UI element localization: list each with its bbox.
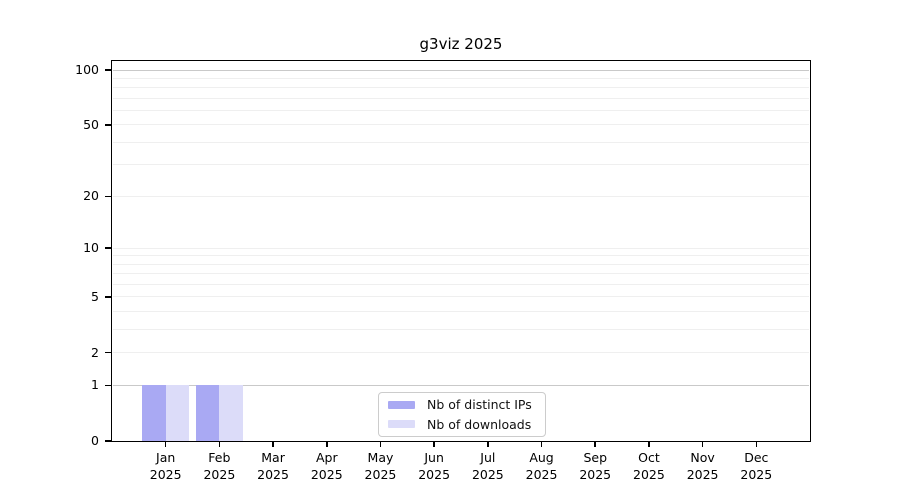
x-tick-label: Sep 2025 xyxy=(563,449,627,483)
gridline-minor xyxy=(113,110,809,112)
x-tick-label: Jun 2025 xyxy=(402,449,466,483)
x-tick-mark xyxy=(755,441,758,447)
legend-label-distinct-ips: Nb of distinct IPs xyxy=(427,397,532,413)
bar-downloads-feb xyxy=(219,385,243,441)
gridline-minor xyxy=(113,164,809,166)
x-tick-label: Jul 2025 xyxy=(456,449,520,483)
y-tick-label: 5 xyxy=(91,288,99,304)
legend-item-downloads: Nb of downloads xyxy=(388,417,536,432)
gridline-minor xyxy=(113,77,809,79)
x-tick-mark xyxy=(433,441,435,447)
gridline-minor xyxy=(113,284,809,286)
y-tick-label: 10 xyxy=(83,240,99,256)
x-tick-mark xyxy=(272,441,274,447)
x-tick-month: Mar xyxy=(261,450,285,465)
x-tick-mark xyxy=(594,441,596,447)
gridline-minor xyxy=(113,87,809,89)
x-tick-year: 2025 xyxy=(525,467,558,482)
legend: Nb of distinct IPs Nb of downloads xyxy=(378,392,546,437)
gridline-minor xyxy=(113,296,809,298)
gridline-minor xyxy=(113,329,809,331)
bar-distinct-ips-feb xyxy=(195,385,220,441)
y-tick-mark xyxy=(105,195,112,197)
y-tick-mark xyxy=(105,440,112,442)
plot-area-frame xyxy=(111,60,811,442)
x-tick-month: Oct xyxy=(638,450,660,465)
gridline-minor xyxy=(113,141,809,143)
x-tick-month: Nov xyxy=(690,450,715,465)
x-tick-label: Apr 2025 xyxy=(295,449,359,483)
y-tick-label: 2 xyxy=(91,344,99,360)
x-tick-month: Jul xyxy=(480,450,496,465)
gridline-major xyxy=(113,384,809,386)
x-tick-year: 2025 xyxy=(310,467,343,482)
x-tick-year: 2025 xyxy=(149,467,182,482)
y-tick-label: 50 xyxy=(83,116,99,132)
x-tick-label: May 2025 xyxy=(348,449,412,483)
x-tick-mark xyxy=(487,441,489,447)
x-tick-mark xyxy=(164,441,167,447)
bar-distinct-ips-jan xyxy=(142,385,166,441)
gridline-minor xyxy=(113,311,809,313)
x-tick-label: Aug 2025 xyxy=(510,449,574,483)
gridline-major xyxy=(113,69,809,71)
x-tick-month: Dec xyxy=(744,450,769,465)
x-tick-mark xyxy=(218,441,221,447)
x-tick-label: Oct 2025 xyxy=(617,449,681,483)
legend-swatch-distinct-ips xyxy=(388,400,415,409)
legend-item-distinct-ips: Nb of distinct IPs xyxy=(388,397,536,412)
x-tick-mark xyxy=(379,441,382,447)
x-tick-mark xyxy=(326,441,328,447)
x-tick-month: Jun xyxy=(424,450,444,465)
x-tick-mark xyxy=(648,441,650,447)
x-tick-label: Nov 2025 xyxy=(671,449,735,483)
x-tick-month: Feb xyxy=(208,450,231,465)
x-tick-mark xyxy=(701,441,704,447)
x-tick-year: 2025 xyxy=(579,467,612,482)
y-tick-label: 0 xyxy=(91,433,99,448)
bar-downloads-jan xyxy=(165,385,190,441)
y-tick-mark xyxy=(105,351,112,354)
chart-title: g3viz 2025 xyxy=(419,35,503,53)
x-tick-month: Sep xyxy=(583,450,607,465)
gridline-minor xyxy=(113,124,809,126)
x-tick-month: Jan xyxy=(156,450,176,465)
gridline-minor xyxy=(113,352,809,354)
x-tick-month: Apr xyxy=(315,450,338,465)
x-tick-year: 2025 xyxy=(203,467,236,482)
gridline-minor xyxy=(113,247,809,249)
gridline-minor xyxy=(113,255,809,257)
y-tick-label: 100 xyxy=(75,62,99,77)
x-tick-year: 2025 xyxy=(471,467,504,482)
x-tick-year: 2025 xyxy=(740,467,773,482)
legend-swatch-downloads xyxy=(388,420,415,429)
gridline-minor xyxy=(113,97,809,99)
y-tick-label: 20 xyxy=(83,188,99,204)
y-tick-mark xyxy=(105,124,112,126)
y-tick-mark xyxy=(105,296,112,298)
x-tick-year: 2025 xyxy=(364,467,397,482)
y-tick-label: 1 xyxy=(91,377,99,393)
x-tick-month: Aug xyxy=(529,450,554,465)
x-tick-year: 2025 xyxy=(257,467,289,482)
x-tick-mark xyxy=(540,441,543,447)
x-tick-year: 2025 xyxy=(686,467,719,482)
y-tick-mark xyxy=(105,247,112,249)
x-tick-label: Jan 2025 xyxy=(134,449,198,483)
x-tick-label: Dec 2025 xyxy=(724,449,788,483)
x-tick-year: 2025 xyxy=(418,467,451,482)
x-tick-label: Mar 2025 xyxy=(241,449,305,483)
gridline-minor xyxy=(113,195,809,197)
gridline-minor xyxy=(113,273,809,275)
gridline-minor xyxy=(113,263,809,265)
y-tick-mark xyxy=(105,69,112,71)
y-tick-mark xyxy=(105,384,112,387)
x-tick-year: 2025 xyxy=(633,467,665,482)
x-tick-label: Feb 2025 xyxy=(187,449,251,483)
legend-label-downloads: Nb of downloads xyxy=(427,416,532,432)
x-tick-month: May xyxy=(367,450,394,465)
